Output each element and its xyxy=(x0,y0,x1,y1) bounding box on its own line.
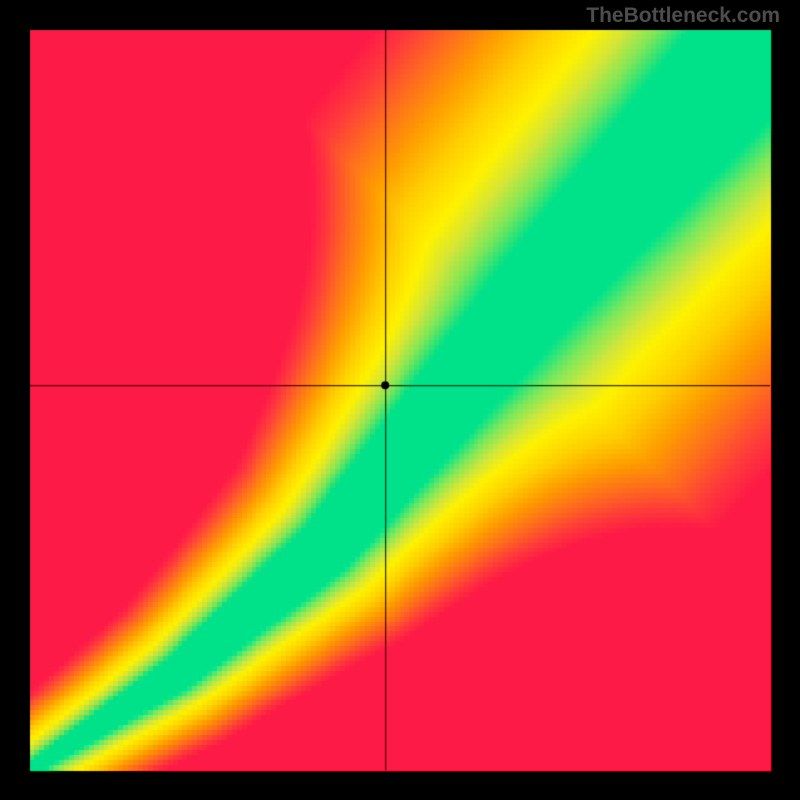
heatmap-canvas xyxy=(0,0,800,800)
watermark-label: TheBottleneck.com xyxy=(586,4,780,28)
chart-container: TheBottleneck.com xyxy=(0,0,800,800)
